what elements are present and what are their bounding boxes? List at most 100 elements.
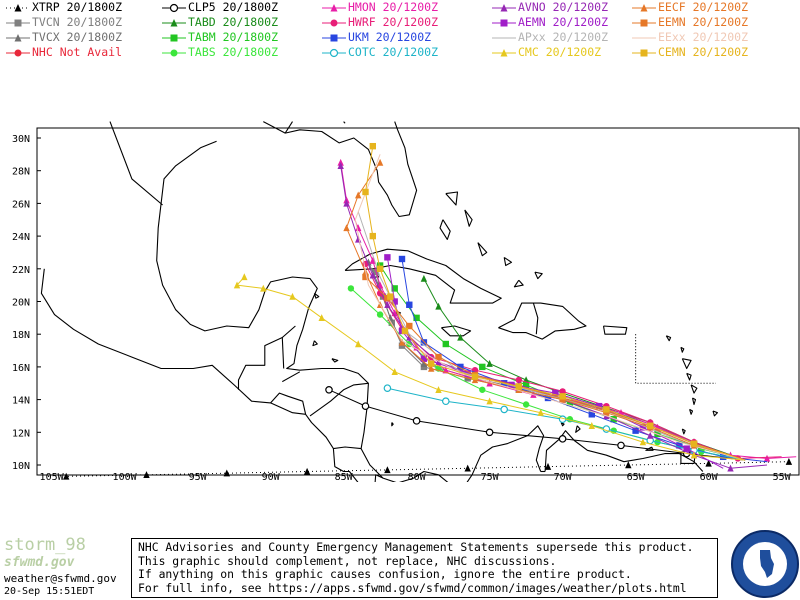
track-marker (343, 199, 350, 207)
legend-label: CEMN 20/1200Z (658, 45, 749, 59)
map-frame (36, 127, 800, 476)
coastline-segment (391, 422, 394, 427)
lat-label: 20N (12, 298, 30, 309)
track-marker (384, 466, 391, 474)
track-marker (337, 162, 344, 169)
track-marker (420, 355, 428, 362)
coastline-segment (344, 248, 502, 304)
track-marker (391, 285, 398, 292)
coastline-segment (503, 256, 513, 267)
legend-label: TABM 20/1800Z (188, 30, 279, 44)
legend-label: TABS 20/1800Z (188, 45, 279, 59)
track-marker (412, 417, 421, 425)
track-marker (260, 284, 267, 292)
coastline-segment (680, 346, 685, 353)
track-marker (143, 471, 150, 479)
track-marker (640, 4, 648, 12)
coastline-segment (331, 358, 339, 363)
track-marker (500, 19, 508, 27)
lat-label: 26N (12, 199, 30, 210)
model-legend: XTRP 20/1800Z TVCN 20/1800Z TVCX 20/1800Z N… (0, 0, 800, 60)
legend-label: HMON 20/1200Z (348, 0, 439, 14)
legend-swatch-icon (6, 19, 30, 27)
track-marker (420, 274, 428, 282)
lat-label: 30N (12, 134, 30, 145)
lat-label: 22N (12, 265, 30, 276)
track-marker (347, 285, 355, 292)
track-marker (639, 438, 647, 446)
disclaimer-line[interactable]: For full info, see https://apps.sfwmd.go… (138, 580, 687, 595)
legend-swatch-icon (162, 3, 186, 13)
lon-label: 65W (627, 472, 646, 482)
track-marker (369, 271, 376, 279)
disclaimer-line: If anything on this graphic causes confu… (138, 567, 632, 582)
coastline (40, 121, 718, 482)
country-border (109, 121, 163, 206)
sfwmd-seal-icon (731, 530, 799, 598)
lon-label: 55W (773, 472, 792, 482)
coastline-segment (691, 397, 697, 406)
legend-swatch-icon (162, 34, 186, 42)
track-marker (369, 142, 376, 150)
coastline-segment (445, 191, 459, 206)
track-marker (544, 394, 552, 402)
legend-swatch-icon (6, 34, 30, 42)
track-marker (603, 406, 610, 413)
track-line (354, 154, 746, 461)
country-border (343, 121, 346, 124)
track-marker (330, 4, 338, 12)
contact-email[interactable]: weather@sfwmd.gov (4, 572, 117, 585)
track-marker (720, 453, 727, 461)
track-marker (435, 302, 442, 310)
track-marker (617, 441, 625, 450)
track-marker (698, 445, 705, 452)
lat-label: 24N (12, 232, 30, 243)
coastline-segment (464, 209, 473, 227)
track-marker (457, 333, 464, 341)
coastline-segment (263, 121, 418, 218)
legend-swatch-icon (632, 37, 656, 39)
track-marker (464, 464, 471, 472)
track-marker (355, 224, 362, 232)
track-marker (705, 459, 712, 467)
country-border (282, 371, 301, 383)
country-border (309, 382, 369, 417)
track-marker (654, 423, 661, 431)
track-marker (169, 3, 179, 13)
track-marker (170, 34, 178, 42)
track-marker (500, 49, 508, 57)
track-marker (727, 464, 734, 472)
track-marker (398, 255, 406, 263)
lon-label: 80W (408, 472, 427, 482)
track-marker (558, 435, 567, 443)
legend-swatch-icon (492, 37, 516, 39)
track-marker (471, 373, 479, 380)
coastline-segment (689, 408, 694, 415)
coastline-segment (681, 428, 686, 435)
lon-label: 95W (189, 472, 208, 482)
track-marker (479, 386, 486, 393)
track-marker (384, 301, 391, 308)
legend-swatch-icon (162, 19, 186, 27)
track-marker (401, 327, 409, 335)
track-clp5 (325, 385, 746, 461)
track-marker (376, 262, 384, 269)
country-border (532, 302, 539, 335)
disclaimer-line: This graphic should complement, not repl… (138, 553, 557, 568)
track-marker (640, 19, 648, 27)
legend-swatch-icon (322, 19, 346, 27)
track-marker (362, 188, 369, 196)
coastline-segment (439, 219, 451, 240)
track-marker (14, 4, 22, 12)
disclaimer-box: NHC Advisories and County Emergency Mana… (131, 538, 718, 598)
track-marker (420, 339, 428, 346)
legend-label: CMC 20/1200Z (518, 45, 602, 59)
track-marker (559, 388, 566, 395)
track-marker (325, 385, 333, 394)
track-marker (355, 191, 362, 199)
legend-swatch-icon (632, 4, 656, 12)
track-marker (457, 363, 464, 371)
legend-label: EEMN 20/1200Z (658, 15, 749, 29)
lon-label: 75W (481, 472, 500, 482)
track-marker (318, 314, 325, 322)
